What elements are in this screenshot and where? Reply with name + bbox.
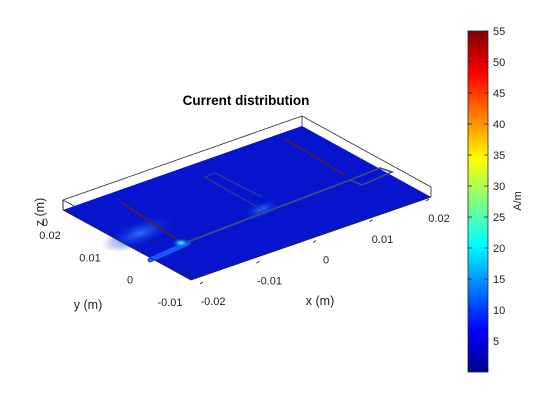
x-axis-label: x (m) [306, 294, 334, 308]
left-stub [121, 202, 176, 239]
x-tick-mark [369, 219, 373, 223]
y-axis-ticks: -0.01 0 0.01 0.02 [39, 230, 182, 309]
y-tick-label: 0.02 [39, 230, 60, 242]
colorbar: 5 10 15 20 25 30 35 40 45 50 55 A/m [467, 26, 524, 373]
board-shading [63, 126, 431, 280]
right-stub [284, 138, 346, 176]
y-tick-label: 0 [127, 275, 133, 287]
x-tick-label: 0.01 [372, 234, 393, 246]
y-tick-label: -0.01 [157, 297, 182, 309]
y-axis-label: y (m) [74, 298, 102, 312]
x-tick-label: -0.02 [200, 296, 225, 308]
colorbar-tick-label: 35 [493, 150, 505, 162]
colorbar-tick-label: 55 [493, 26, 505, 38]
colorbar-tick-label: 10 [493, 305, 505, 317]
colorbar-scale [467, 30, 489, 373]
colorbar-tick-label: 5 [493, 336, 499, 348]
x-tick-mark [256, 260, 260, 264]
colorbar-tick-label: 50 [493, 57, 505, 69]
colorbar-tick-label: 45 [493, 88, 505, 100]
loop-trace [203, 172, 264, 211]
colorbar-label: A/m [512, 191, 524, 211]
x-tick-label: 0.02 [428, 213, 449, 225]
x-tick-mark [312, 240, 317, 243]
y-tick-label: 0.01 [79, 252, 100, 264]
colorbar-tick-label: 15 [493, 274, 505, 286]
z-axis-label: z (m) [33, 198, 47, 226]
axes-box-front [62, 196, 432, 281]
z-tick-label: 0 [42, 217, 48, 229]
colorbar-ticks: 5 10 15 20 25 30 35 40 45 50 55 [468, 26, 505, 348]
x-tick-mark [425, 198, 430, 202]
chart-title: Current distribution [183, 93, 310, 108]
current-glow-left [102, 214, 178, 252]
colorbar-tick-label: 25 [493, 212, 505, 224]
current-hotspot [172, 238, 190, 248]
colorbar-tick-label: 40 [493, 119, 505, 131]
main-trace [181, 179, 351, 245]
x-tick-label: 0 [323, 255, 329, 267]
end-stub [349, 167, 395, 186]
x-axis-ticks: -0.02 -0.01 0 0.01 0.02 [199, 198, 450, 308]
colorbar-tick-label: 20 [493, 243, 505, 255]
x-tick-mark [199, 281, 204, 285]
x-tick-label: -0.01 [257, 275, 282, 287]
colorbar-tick-label: 30 [493, 181, 505, 193]
